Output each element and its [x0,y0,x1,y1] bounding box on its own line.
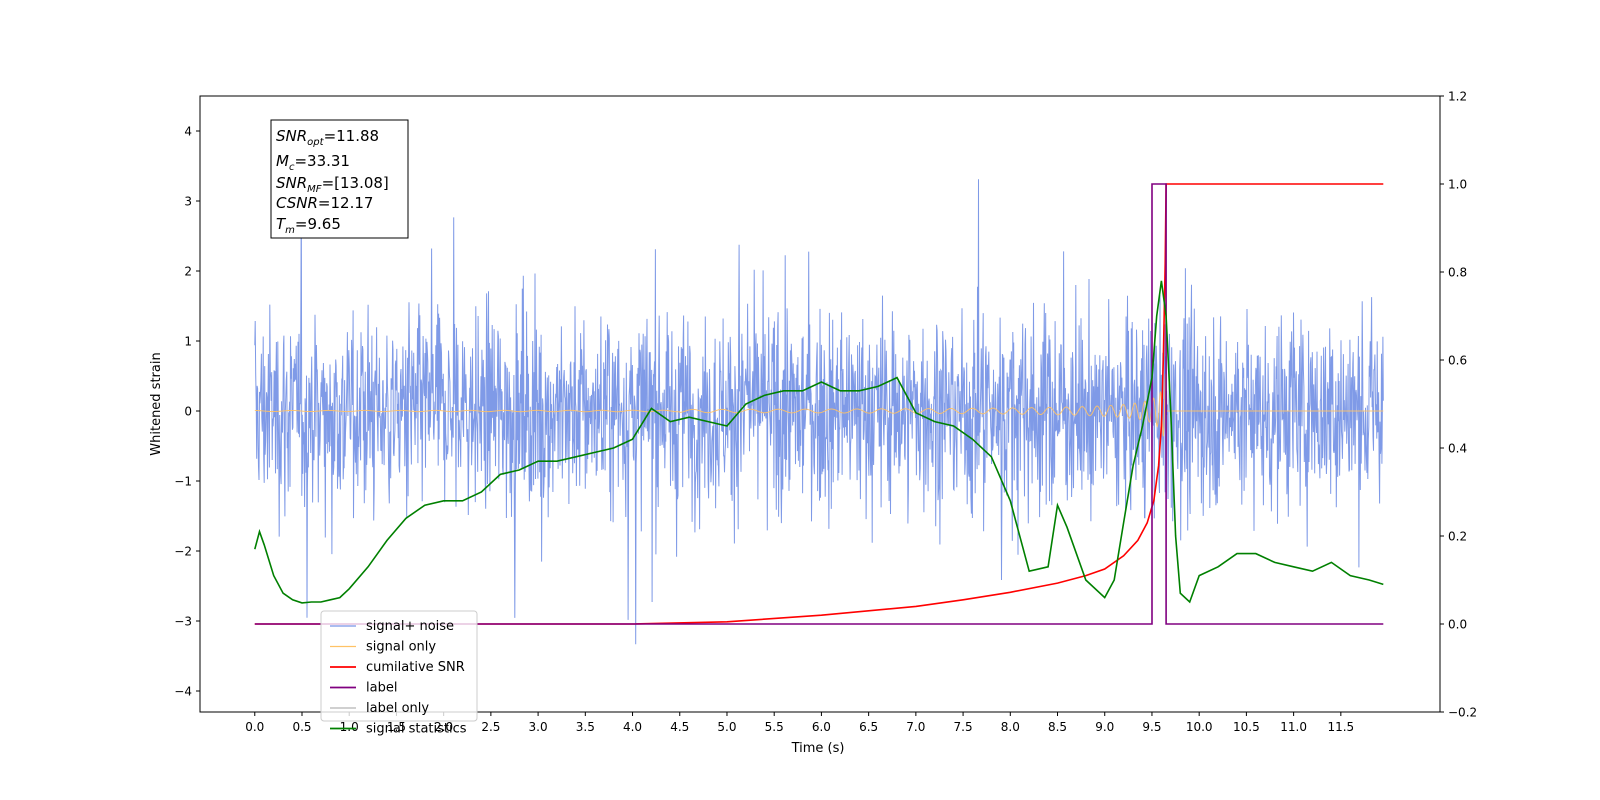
x-tick-label: 11.0 [1280,720,1307,734]
y-tick-label: −2 [174,545,192,559]
legend-label: label only [366,701,429,716]
legend: signal+ noise signal only cumilative SNR la… [320,610,478,737]
y-axis-left: 4 3 2 1 0 −1 −2 −3 −4 [174,125,200,699]
annotation-mc: Mc=33.31 [276,152,350,173]
y-axis-right: 1.2 1.0 0.8 0.6 0.4 0.2 0.0 −0.2 [1440,90,1477,720]
annotation-snr-mf: SNRMF=[13.08] [276,174,389,195]
legend-label: signal statistics [366,722,467,737]
legend-label: cumilative SNR [366,660,465,675]
y-tick-label: −4 [174,685,192,699]
series-signal-only-line [254,373,1384,437]
annotation-tm: Tm=9.65 [276,215,341,236]
y-tick-label: 4 [184,125,192,139]
x-tick-label: 9.5 [1142,720,1161,734]
x-tick-label: 4.0 [623,720,642,734]
x-tick-label: 4.5 [670,720,689,734]
annotation-csnr: CSNR=12.17 [276,194,373,212]
x-tick-label: 5.0 [717,720,736,734]
y-tick-label: 1 [184,335,192,349]
series-signal-noise-line [254,179,1384,645]
series-label-line [254,183,1384,625]
y2-tick-label: 0.6 [1448,354,1467,368]
x-tick-label: 7.0 [906,720,925,734]
x-axis: 0.0 0.5 1.0 1.5 2.0 2.5 3.0 3.5 4.0 4.5 5.0 5.5 6.0 6… [245,712,1354,734]
x-tick-label: 0.0 [245,720,264,734]
y2-tick-label: 0.2 [1448,530,1467,544]
x-tick-label: 8.0 [1001,720,1020,734]
y2-tick-label: 1.2 [1448,90,1467,104]
y-tick-label: −3 [174,615,192,629]
x-tick-label: 2.0 [434,720,453,734]
annotation-frame [270,119,409,239]
x-tick-label: 9.0 [1095,720,1114,734]
series-signal-statistics-line [254,280,1384,604]
x-tick-label: 5.5 [765,720,784,734]
x-tick-label: 3.0 [529,720,548,734]
series-cumulative-snr-line [254,183,1384,625]
annotation-snr-opt: SNRopt=11.88 [276,127,379,148]
x-tick-label: 6.0 [812,720,831,734]
legend-label: signal+ noise [366,619,454,634]
y2-tick-label: 0.0 [1448,618,1467,632]
legend-label: signal only [366,640,436,655]
x-tick-label: 8.5 [1048,720,1067,734]
y2-tick-label: −0.2 [1448,706,1477,720]
x-tick-label: 7.5 [954,720,973,734]
x-tick-label: 10.5 [1233,720,1260,734]
y2-tick-label: 1.0 [1448,178,1467,192]
y-tick-label: 3 [184,195,192,209]
y-tick-label: 2 [184,265,192,279]
stats-annotation-box: SNRopt=11.88 Mc=33.31 SNRMF=[13.08] CSNR… [270,119,409,239]
y2-tick-label: 0.4 [1448,442,1467,456]
x-tick-label: 2.5 [481,720,500,734]
y-tick-label: 0 [184,405,192,419]
y-tick-label: −1 [174,475,192,489]
legend-label: label [366,681,397,696]
x-tick-label: 6.5 [859,720,878,734]
x-axis-label: Time (s) [791,741,845,756]
x-tick-label: 3.5 [576,720,595,734]
series-layer [254,179,1384,645]
x-tick-label: 10.0 [1186,720,1213,734]
x-tick-label: 0.5 [292,720,311,734]
y-axis-label: Whitened strain [149,352,164,455]
y2-tick-label: 0.8 [1448,266,1467,280]
plot-frame [199,95,1441,713]
x-tick-label: 11.5 [1327,720,1354,734]
x-tick-label: 1.0 [340,720,359,734]
legend-frame [320,610,478,722]
x-tick-label: 1.5 [387,720,406,734]
